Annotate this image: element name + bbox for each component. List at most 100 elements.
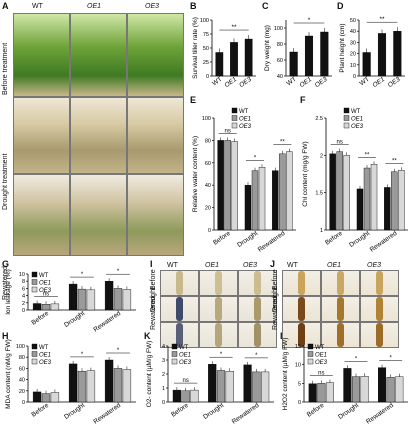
bar-wt [32,303,42,311]
bar-wt [308,383,317,403]
photo-oe1-before [70,13,127,97]
y-axis-label: H2O2 content (µM/g FW) [282,338,289,411]
dab-leaf-before-wt [282,270,321,296]
bar-oe3 [398,170,405,231]
x-tick-label: OE3 [387,76,402,89]
nbt-leaf-drought-oe3 [238,296,277,322]
y-tick-label: 5 [298,381,301,387]
x-tick-label: Before [170,402,190,419]
sig-label: ns [318,371,324,377]
bar-wt [217,140,224,231]
dab-leaf-rewatered-oe1 [321,322,360,348]
panel-label-b: B [190,1,197,11]
y-tick-label: 10 [350,63,356,69]
y-tick-label: 40 [350,29,356,35]
y-tick-label: 0 [206,74,209,80]
bar-oe1 [224,140,231,231]
nbt-leaf-vein [175,271,183,295]
bar-wt [104,280,114,311]
bar-oe3 [360,376,369,403]
legend-label-oe3: OE3 [39,288,52,294]
j-col-oe3: OE3 [367,262,382,269]
y-axis-label: MDA content (nM/g FW) [5,339,12,409]
x-tick-label: Rewatered [92,310,122,334]
legend-label-oe3: OE3 [39,360,52,366]
y-axis-label: Survival tiller rate (%) [192,17,199,79]
legend-swatch-oe3 [343,122,350,129]
y-tick-label: 0 [208,228,211,234]
y-tick-label: 4 [22,294,25,300]
bar-wt [329,153,336,231]
bar-wt [272,170,279,231]
x-tick-label: Before [30,310,50,327]
bar-oe1 [386,377,395,403]
bar [393,31,402,77]
nbt-leaf-before-oe1 [199,270,238,296]
bar-oe1 [41,304,51,311]
j-col-oe1: OE1 [327,262,342,269]
bar-oe3 [225,371,234,403]
sig-label: * [81,352,84,358]
legend-label-wt: WT [239,109,249,115]
y-axis-label: Relative water content (%) [192,136,199,212]
x-tick-label: OE1 [371,76,386,89]
y-tick-label: 60 [205,161,211,167]
y-tick-label: 0 [353,74,356,80]
dab-leaf-rewatered-oe3 [360,322,399,348]
x-tick-label: Rewatered [369,230,399,254]
chart-l-h2o2-content: 0 5 10 15 H2O2 content (µM/g FW) Before Drough… [282,338,408,426]
bar-oe1 [77,288,87,311]
legend-swatch-oe3 [231,122,238,129]
x-tick-label: WT [359,76,371,88]
bar-oe1 [336,151,343,231]
y-tick-label: 0 [162,400,165,406]
photo-oe3-before [127,13,184,97]
x-tick-label: Before [30,402,50,419]
y-tick-label: 100 [202,116,211,122]
y-axis-label: Dry weight (mg) [264,25,271,71]
y-tick-label: 20 [19,389,25,395]
legend-swatch-wt [31,343,38,350]
y-tick-label: 100 [16,344,25,350]
dab-leaf-drought-wt [282,296,321,322]
dab-leaf-vein [336,297,344,321]
legend-swatch-oe3 [31,358,38,365]
nbt-leaf-vein [175,323,183,347]
legend-label-oe3: OE3 [239,124,252,130]
legend-swatch-oe1 [31,351,38,357]
x-tick-label: Rewatered [365,402,395,426]
nbt-leaf-rewatered-oe3 [238,322,277,348]
y-tick-label: 100 [274,26,283,32]
nbt-leaf-vein [214,297,222,321]
legend-label-oe1: OE1 [351,117,363,123]
sig-label: * [254,155,257,161]
legend-swatch-wt [231,107,238,114]
x-tick-label: OE3 [314,76,329,89]
bar-oe3 [122,369,132,403]
photo-wt-rewatered [13,174,70,256]
bar-oe3 [261,371,270,403]
panel-label-g: G [2,259,10,269]
dab-leaf-before-oe1 [321,270,360,296]
dab-leaf-vein [375,323,383,347]
bar-wt [172,389,181,403]
x-tick-label: Rewatered [92,402,122,426]
dab-leaf-before-oe3 [360,270,399,296]
j-row-rewatered: Rewatered [272,296,279,330]
y-tick-label: 2 [22,301,25,307]
bar-oe1 [216,370,226,403]
legend-label-oe3: OE3 [315,360,328,366]
y-tick-label: 3 [162,358,165,364]
col-label-oe3: OE3 [145,3,160,10]
bar-oe1 [279,153,286,231]
y-tick-label: 75 [203,32,209,38]
x-tick-label: Drought [348,230,371,249]
bar-oe3 [122,289,132,311]
bar [362,52,371,77]
legend-swatch-wt [307,343,314,350]
i-col-wt: WT [167,262,178,269]
sig-label: ** [365,152,370,158]
y-tick-label: 15 [295,344,301,350]
bar-wt [356,188,364,231]
y-tick-label: 30 [350,40,356,46]
